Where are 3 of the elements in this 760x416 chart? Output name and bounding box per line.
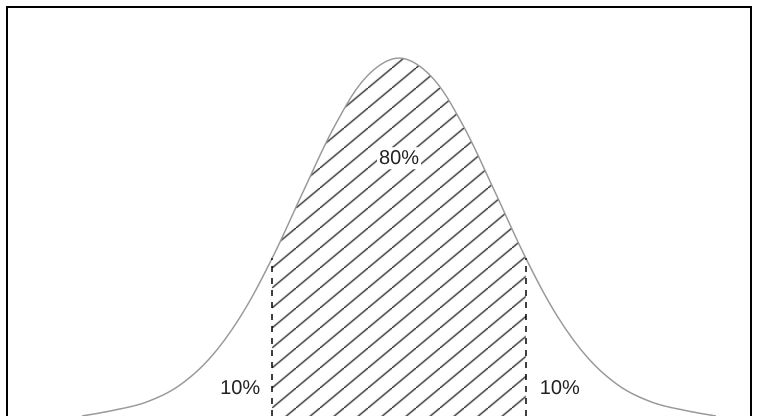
annotation: 10% bbox=[220, 377, 260, 399]
annotation: 10% bbox=[540, 377, 580, 399]
series-label: 80% bbox=[378, 147, 420, 170]
